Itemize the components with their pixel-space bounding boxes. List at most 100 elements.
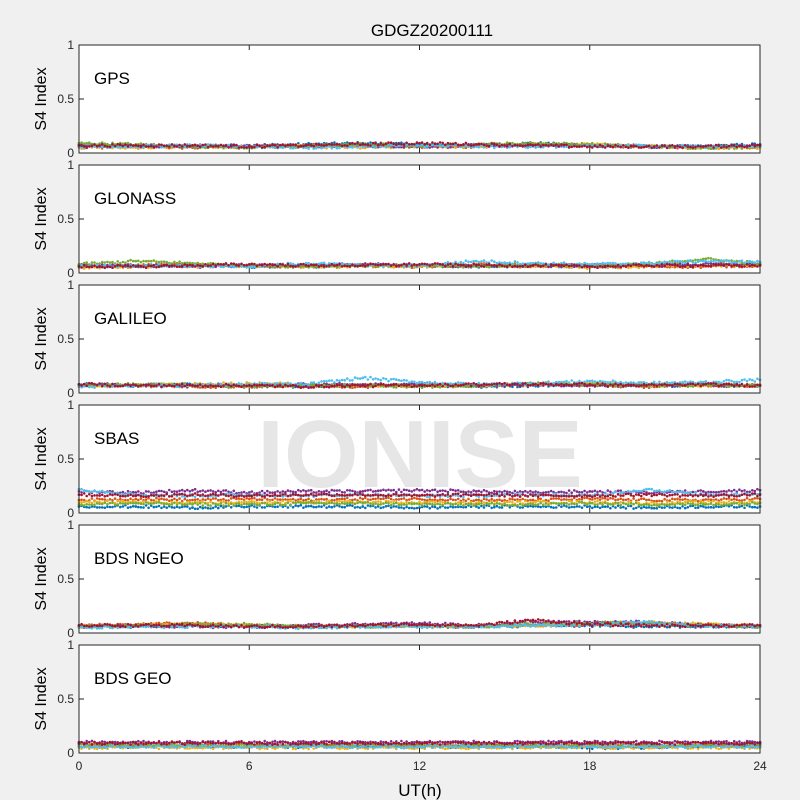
data-point [444, 261, 447, 265]
data-point [637, 146, 641, 149]
data-point [405, 141, 408, 145]
data-point [640, 261, 643, 265]
data-point [722, 145, 726, 148]
data-point [131, 144, 135, 147]
data-point [640, 263, 643, 267]
data-point [111, 260, 114, 264]
data-point [467, 143, 470, 146]
data-point [536, 145, 540, 148]
data-point [531, 264, 535, 267]
data-point [673, 263, 677, 267]
data-point [689, 145, 692, 149]
data-point [462, 266, 465, 269]
data-point [557, 145, 561, 148]
data-point [119, 146, 122, 149]
data-point [333, 141, 336, 144]
data-point [284, 144, 287, 148]
data-point [95, 263, 99, 267]
data-point [327, 142, 331, 146]
data-point [333, 262, 336, 265]
data-point [560, 263, 563, 267]
data-point [346, 264, 349, 268]
data-point [286, 143, 290, 147]
data-point [554, 146, 558, 149]
data-point [397, 264, 401, 267]
data-point [580, 145, 584, 148]
data-point [235, 264, 238, 267]
data-point [469, 144, 473, 147]
data-point [539, 264, 542, 268]
data-point [469, 260, 473, 264]
data-point [547, 144, 550, 147]
data-point [658, 261, 661, 265]
data-point [162, 264, 166, 267]
data-point [369, 262, 372, 266]
data-point [459, 260, 463, 264]
data-point [369, 385, 372, 388]
data-point [103, 266, 107, 270]
data-point [131, 264, 135, 267]
data-point [441, 144, 445, 148]
data-point [160, 260, 163, 264]
data-point [281, 263, 285, 266]
data-point [302, 262, 305, 266]
data-point [717, 144, 720, 147]
data-point [588, 265, 592, 268]
data-point [655, 144, 659, 147]
data-point [511, 141, 514, 145]
data-point [518, 264, 522, 268]
data-point [229, 262, 233, 265]
data-point [614, 262, 617, 265]
data-point [743, 265, 746, 268]
data-point [392, 142, 396, 146]
data-point [699, 145, 702, 148]
data-point [260, 146, 264, 149]
data-point [186, 144, 189, 148]
data-point [704, 260, 708, 263]
data-point [735, 263, 739, 267]
data-point [142, 146, 145, 149]
data-point [438, 262, 442, 266]
data-point [591, 141, 594, 145]
data-point [588, 145, 592, 148]
data-point [704, 264, 708, 268]
data-point [309, 144, 313, 147]
data-point [100, 265, 104, 269]
data-point [175, 145, 179, 148]
data-point [407, 262, 411, 265]
data-point [351, 146, 354, 149]
data-point [423, 143, 427, 146]
data-point [699, 263, 702, 267]
data-point [756, 147, 759, 150]
data-point [100, 145, 104, 148]
data-point [309, 263, 313, 266]
data-point [358, 143, 362, 147]
data-point [756, 265, 759, 268]
data-point [609, 261, 612, 265]
data-point [717, 147, 720, 151]
data-point [85, 145, 88, 148]
data-point [596, 266, 599, 270]
data-point [384, 146, 388, 149]
data-point [289, 264, 292, 268]
data-point [271, 264, 274, 267]
data-point [671, 259, 674, 263]
y-axis-label: S4 Index [33, 67, 50, 130]
data-point [180, 145, 184, 148]
data-point [420, 141, 424, 144]
data-point [108, 261, 112, 264]
data-point [477, 142, 481, 146]
data-point [696, 144, 700, 148]
data-point [423, 145, 427, 149]
data-point [469, 264, 473, 268]
data-point [343, 383, 347, 386]
data-point [291, 147, 295, 150]
data-point [578, 264, 581, 267]
data-point [206, 143, 210, 146]
data-point [588, 143, 592, 146]
data-point [701, 145, 705, 148]
data-point [534, 146, 537, 149]
data-point [642, 261, 646, 264]
data-point [614, 144, 617, 147]
